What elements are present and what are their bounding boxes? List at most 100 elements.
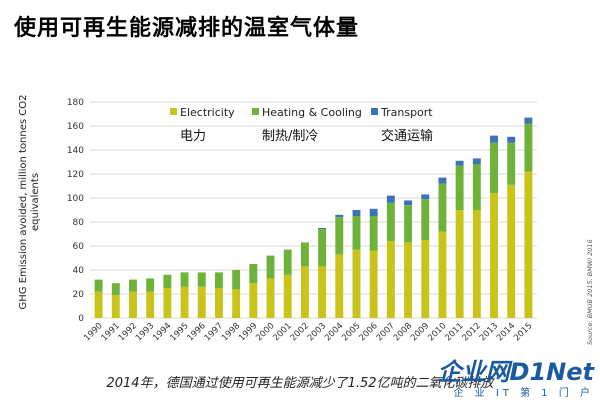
legend-label-heating: Heating & Cooling (262, 106, 362, 119)
x-tick-label: 1998 (220, 321, 242, 343)
bar-heating-1996 (197, 272, 206, 287)
x-tick-label: 2006 (357, 321, 379, 343)
bar-heating-2009 (421, 199, 430, 240)
bar-electricity-2004 (335, 254, 344, 318)
source-note: Source: BMUB 2015, BMWi 2016 (586, 239, 594, 345)
bar-electricity-2009 (421, 240, 430, 318)
x-tick-label: 2007 (375, 321, 397, 343)
bar-electricity-2015 (524, 171, 533, 318)
bar-electricity-1990 (94, 291, 103, 318)
watermark-subtitle: 企 业 IT 第 1 门 户 (453, 388, 594, 399)
bar-transport-2012 (472, 158, 481, 165)
y-tick-label: 0 (78, 314, 84, 324)
x-tick-label: 2004 (323, 321, 345, 343)
bar-heating-2002 (300, 242, 309, 267)
bar-electricity-2006 (369, 250, 378, 318)
bar-heating-2007 (386, 202, 395, 242)
x-tick-label: 2013 (478, 321, 500, 343)
legend: Electricity 电力 Heating & Cooling 制热/制冷 Trans… (170, 106, 433, 144)
bar-transport-2011 (455, 160, 464, 166)
y-tick-label: 160 (67, 122, 84, 132)
bar-electricity-2014 (507, 184, 516, 318)
bar-electricity-2003 (318, 266, 327, 318)
legend-cn-label-electricity: 电力 (180, 129, 206, 144)
x-tick-label: 2014 (495, 321, 517, 343)
x-tick-label: 1992 (117, 321, 139, 343)
bar-heating-1998 (232, 270, 241, 290)
legend-label-transport: Transport (380, 106, 433, 119)
bar-transport-2015 (524, 117, 533, 124)
bar-transport-2007 (386, 195, 395, 203)
bar-heating-2008 (404, 205, 413, 243)
bar-transport-2009 (421, 194, 430, 200)
watermark: 企业网D1Net 企 业 IT 第 1 门 户 (438, 360, 594, 399)
bar-electricity-2000 (266, 278, 275, 318)
bar-electricity-2010 (438, 231, 447, 318)
bar-transport-2013 (490, 135, 498, 143)
bar-electricity-1996 (197, 286, 206, 318)
bar-electricity-1992 (129, 291, 137, 318)
bar-electricity-1997 (214, 288, 223, 318)
legend-swatch-transport (371, 108, 378, 115)
x-tick-label: 1996 (185, 321, 207, 343)
x-tick-label: 2000 (254, 321, 276, 343)
x-tick-label: 2005 (340, 321, 362, 343)
bar-electricity-1998 (232, 289, 241, 318)
y-tick-label: 20 (73, 290, 85, 300)
x-tick-label: 1997 (203, 321, 225, 343)
bar-electricity-1999 (249, 283, 258, 318)
bar-electricity-2007 (386, 241, 395, 318)
bar-heating-1999 (249, 264, 258, 284)
x-tick-label: 2009 (409, 321, 431, 343)
bar-transport-2004 (335, 214, 344, 218)
legend-cn-label-heating: 制热/制冷 (262, 129, 318, 144)
bar-heating-2006 (369, 216, 378, 251)
y-axis-label-line1: GHG Emission avoided, million tonnes CO2 (18, 95, 29, 310)
y-axis-label-line2: equivalents (30, 173, 41, 231)
bar-heating-1992 (129, 279, 137, 292)
x-tick-label: 2012 (461, 321, 483, 343)
bar-electricity-1993 (146, 291, 155, 318)
x-tick-label: 1991 (100, 321, 122, 343)
y-tick-label: 180 (67, 98, 84, 108)
bar-heating-2010 (438, 183, 447, 232)
bar-electricity-2012 (472, 210, 481, 318)
bar-electricity-1994 (163, 288, 172, 318)
bar-electricity-1991 (111, 295, 120, 318)
bar-transport-2003 (318, 228, 327, 230)
bar-heating-2012 (472, 164, 481, 210)
x-tick-label: 1993 (134, 321, 156, 343)
bar-electricity-2013 (490, 193, 498, 318)
bar-heating-2004 (335, 217, 344, 255)
bar-electricity-1995 (180, 286, 189, 318)
bar-electricity-2011 (455, 210, 464, 318)
x-tick-label: 1990 (82, 321, 104, 343)
bar-heating-1990 (94, 279, 103, 292)
bar-electricity-2002 (300, 266, 309, 318)
y-tick-label: 100 (67, 194, 84, 204)
bar-transport-2014 (507, 136, 516, 143)
x-tick-label: 2003 (306, 321, 328, 343)
bar-heating-2011 (455, 165, 464, 210)
y-tick-label: 40 (73, 266, 85, 276)
y-tick-label: 60 (73, 242, 85, 252)
legend-swatch-heating (252, 108, 259, 115)
legend-cn-label-transport: 交通运输 (381, 128, 433, 144)
bars (94, 117, 533, 318)
legend-swatch-electricity (170, 108, 177, 115)
x-tick-label: 2008 (392, 321, 414, 343)
bar-heating-2000 (266, 255, 275, 279)
bar-heating-1997 (214, 272, 223, 288)
x-tick-label: 1994 (151, 321, 173, 343)
bar-heating-1993 (146, 278, 155, 292)
x-tick-label: 2002 (289, 321, 311, 343)
caption: 2014年，德国通过使用可再生能源减少了1.52亿吨的二氧化碳排放 (106, 376, 494, 391)
bar-transport-2006 (369, 208, 378, 216)
bar-heating-2015 (524, 123, 533, 172)
bar-heating-2005 (352, 216, 361, 250)
y-axis-ticks: 0 20 40 60 80 100 120 140 160 180 (67, 98, 84, 324)
x-tick-label: 2001 (271, 321, 293, 343)
bar-heating-1995 (180, 272, 189, 287)
y-tick-label: 80 (73, 218, 85, 228)
